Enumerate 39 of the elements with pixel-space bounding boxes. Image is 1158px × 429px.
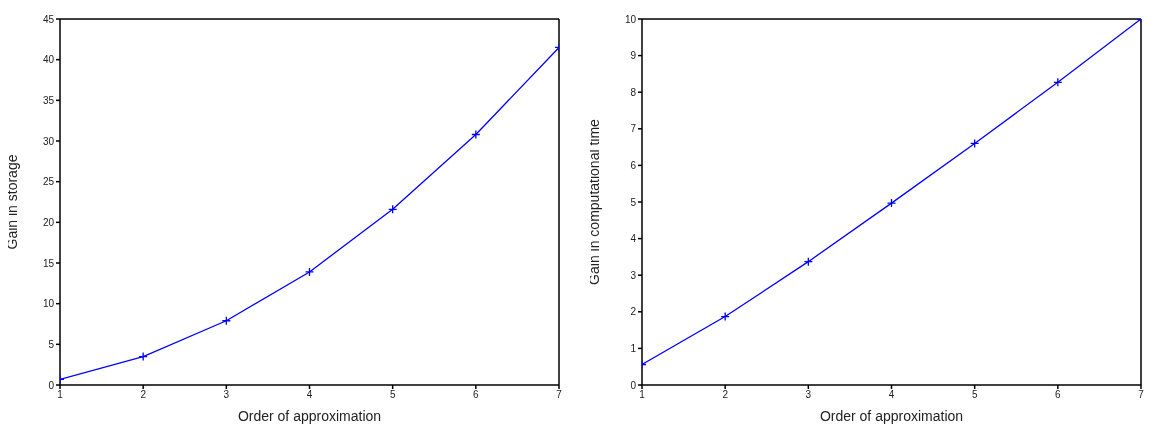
x-tick-label: 5 bbox=[389, 389, 396, 401]
x-tick-label: 2 bbox=[140, 389, 147, 401]
y-tick-label: 25 bbox=[42, 176, 55, 188]
x-tick-label: 1 bbox=[57, 389, 64, 401]
x-tick-label: 3 bbox=[223, 389, 230, 401]
y-tick-label: 9 bbox=[630, 50, 637, 62]
x-axis-title: Order of approximation bbox=[819, 408, 964, 424]
y-tick-label: 0 bbox=[630, 379, 637, 391]
y-tick-label: 40 bbox=[42, 54, 55, 66]
y-tick-label: 45 bbox=[42, 13, 55, 25]
y-tick-label: 35 bbox=[42, 94, 55, 106]
x-tick-label: 7 bbox=[556, 389, 563, 401]
x-tick-label: 1 bbox=[639, 389, 646, 401]
x-tick-label: 7 bbox=[1138, 389, 1145, 401]
x-tick-label: 4 bbox=[306, 389, 313, 401]
y-tick-label: 5 bbox=[630, 196, 637, 208]
x-tick-label: 4 bbox=[888, 389, 895, 401]
y-tick-label: 20 bbox=[42, 216, 55, 228]
y-tick-label: 3 bbox=[630, 269, 637, 281]
x-tick-label: 2 bbox=[722, 389, 729, 401]
y-tick-label: 2 bbox=[630, 306, 637, 318]
y-tick-label: 5 bbox=[48, 338, 55, 350]
x-tick-label: 6 bbox=[1055, 389, 1062, 401]
y-tick-label: 1 bbox=[630, 342, 637, 354]
x-tick-label: 6 bbox=[473, 389, 480, 401]
y-tick-label: 15 bbox=[42, 257, 55, 269]
y-tick-label: 4 bbox=[630, 233, 637, 245]
point bbox=[304, 267, 315, 277]
x-tick-label: 3 bbox=[805, 389, 812, 401]
y-tick-label: 10 bbox=[42, 298, 55, 310]
y-tick-label: 30 bbox=[42, 135, 55, 147]
point bbox=[886, 198, 897, 208]
y-tick-label: 7 bbox=[630, 123, 637, 135]
y-tick-label: 10 bbox=[624, 13, 637, 25]
x-tick-label: 5 bbox=[971, 389, 978, 401]
y-tick-label: 0 bbox=[48, 379, 55, 391]
y-tick-label: 6 bbox=[630, 159, 637, 171]
x-axis-title: Order of approximation bbox=[237, 408, 382, 424]
y-tick-label: 8 bbox=[630, 86, 637, 98]
